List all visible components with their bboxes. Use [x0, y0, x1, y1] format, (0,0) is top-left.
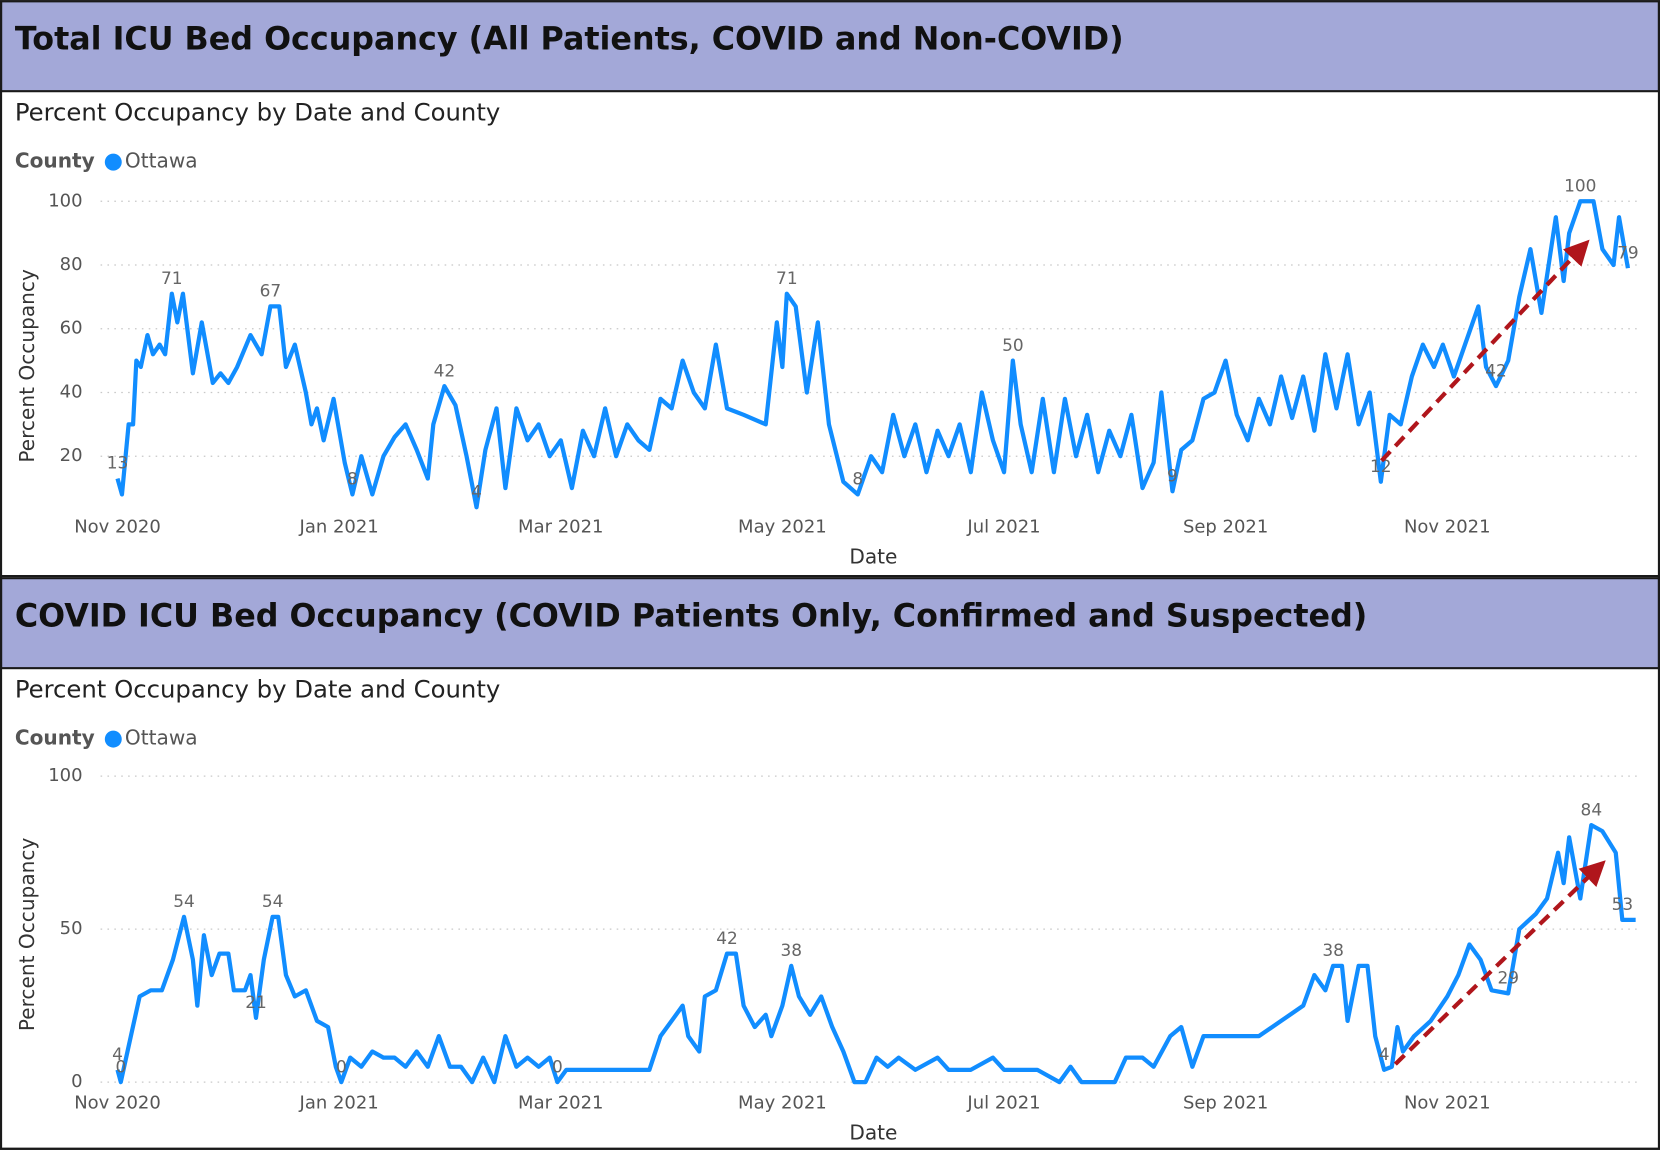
y-tick-label: 50 [60, 918, 83, 939]
data-label: 12 [1370, 456, 1392, 476]
data-label: 100 [1564, 175, 1596, 195]
data-label: 0 [336, 1056, 347, 1076]
data-label: 38 [1322, 940, 1344, 960]
data-label: 84 [1581, 799, 1603, 819]
data-label: 54 [173, 891, 195, 911]
data-label: 9 [1167, 465, 1178, 485]
y-axis-label: Percent Occupancy [15, 838, 39, 1032]
data-label: 0 [115, 1056, 126, 1076]
data-line [115, 199, 1631, 510]
data-label: 42 [434, 360, 456, 380]
x-tick-label: Sep 2021 [1183, 1092, 1268, 1113]
data-label: 42 [1485, 360, 1507, 380]
chart-panel: COVID ICU Bed Occupancy (COVID Patients … [0, 577, 1660, 1150]
trend-arrow [1380, 239, 1590, 463]
y-tick-label: 40 [60, 381, 83, 402]
data-label: 71 [161, 268, 183, 288]
x-tick-label: Nov 2020 [74, 1092, 161, 1113]
y-tick-label: 20 [60, 445, 83, 466]
data-label: 8 [347, 469, 358, 489]
x-tick-label: Jan 2021 [299, 1092, 379, 1113]
data-label: 29 [1497, 968, 1519, 988]
x-tick-label: Jul 2021 [966, 1092, 1040, 1113]
y-tick-label: 80 [60, 254, 83, 275]
legend-marker [104, 730, 122, 748]
y-axis-label: Percent Occupancy [15, 269, 39, 463]
x-tick-label: Mar 2021 [518, 1092, 603, 1113]
chart-panel: Total ICU Bed Occupancy (All Patients, C… [0, 0, 1660, 578]
x-tick-label: Sep 2021 [1183, 516, 1268, 537]
x-tick-label: Nov 2020 [74, 516, 161, 537]
y-tick-label: 100 [48, 765, 82, 786]
x-tick-label: May 2021 [738, 516, 827, 537]
x-tick-label: May 2021 [738, 1092, 827, 1113]
data-label: 4 [1379, 1044, 1390, 1064]
data-label: 79 [1617, 242, 1639, 262]
legend-title: County [15, 149, 95, 173]
data-label: 42 [716, 928, 738, 948]
chart-title: Percent Occupancy by Date and County [15, 674, 500, 703]
data-label: 4 [112, 1044, 123, 1064]
data-label: 4 [471, 481, 482, 501]
header-title: COVID ICU Bed Occupancy (COVID Patients … [15, 598, 1368, 634]
data-label: 50 [1002, 335, 1024, 355]
y-tick-label: 60 [60, 318, 83, 339]
data-label: 13 [107, 453, 129, 473]
x-tick-label: Jan 2021 [299, 516, 379, 537]
x-axis-label: Date [849, 1120, 897, 1144]
header-bar [0, 0, 1660, 93]
legend-marker [104, 153, 122, 171]
data-line [115, 822, 1636, 1085]
y-tick-label: 100 [48, 190, 82, 211]
header-title: Total ICU Bed Occupancy (All Patients, C… [15, 21, 1124, 57]
data-label: 71 [776, 268, 798, 288]
x-tick-label: Mar 2021 [518, 516, 603, 537]
data-label: 38 [780, 940, 802, 960]
data-label: 0 [552, 1056, 563, 1076]
x-tick-label: Nov 2021 [1404, 1092, 1491, 1113]
data-label: 21 [245, 992, 267, 1012]
trend-arrow [1393, 860, 1606, 1066]
y-tick-label: 0 [71, 1071, 82, 1092]
data-label: 8 [852, 469, 863, 489]
x-tick-label: Nov 2021 [1404, 516, 1491, 537]
legend-label: Ottawa [125, 149, 198, 173]
x-axis-label: Date [849, 545, 897, 569]
legend-label: Ottawa [125, 726, 198, 750]
chart-title: Percent Occupancy by Date and County [15, 97, 500, 126]
legend-title: County [15, 726, 95, 750]
x-tick-label: Jul 2021 [966, 516, 1040, 537]
data-label: 54 [262, 891, 284, 911]
data-label: 53 [1612, 894, 1634, 914]
data-label: 67 [260, 281, 282, 301]
